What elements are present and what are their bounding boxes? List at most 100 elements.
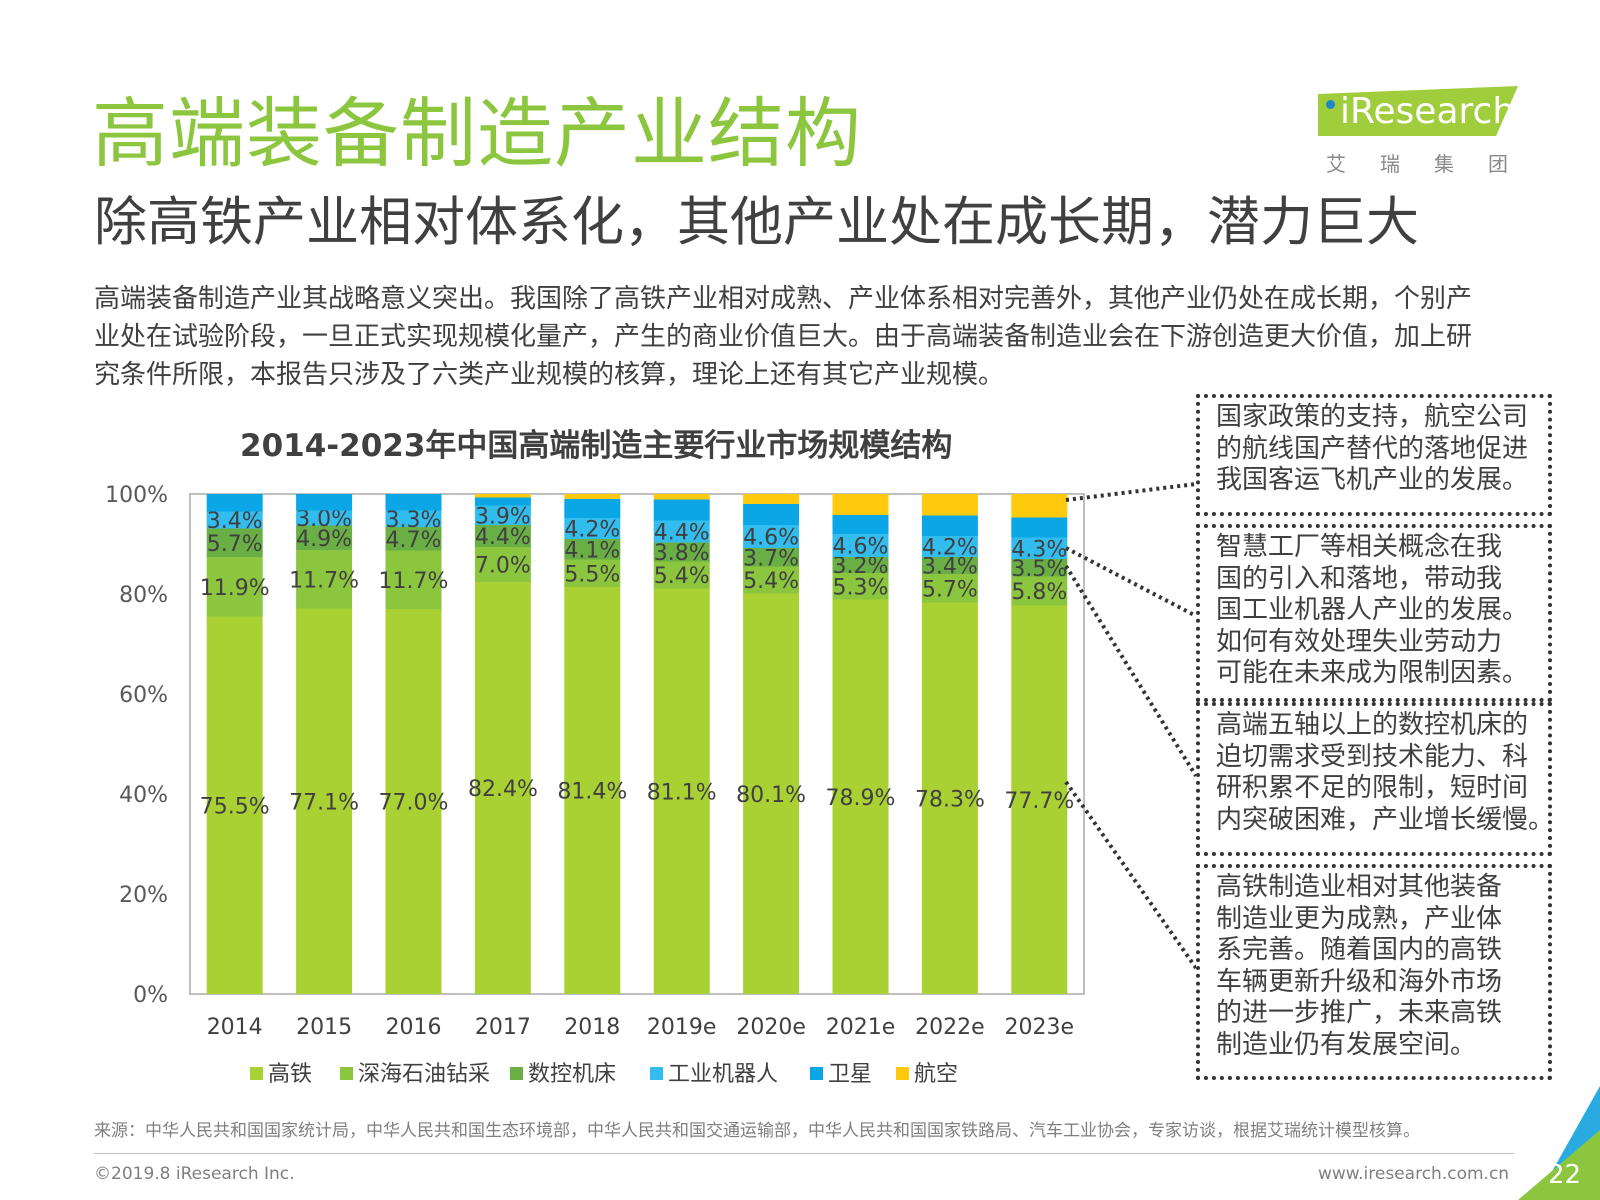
data-label: 5.4% bbox=[743, 569, 799, 594]
y-tick-label: 40% bbox=[119, 783, 168, 808]
note-line: 的进一步推广，未来高铁 bbox=[1216, 998, 1503, 1028]
bar-segment bbox=[474, 582, 531, 994]
bar-segment bbox=[1011, 576, 1068, 606]
bar-segment bbox=[206, 511, 263, 529]
x-tick-label: 2019e bbox=[647, 1015, 717, 1040]
x-tick-label: 2014 bbox=[207, 1015, 263, 1040]
bar-segment bbox=[832, 557, 889, 573]
bar-segment bbox=[832, 599, 889, 994]
data-label: 4.3% bbox=[1011, 537, 1067, 562]
bar-segment bbox=[1011, 494, 1068, 518]
y-tick-label: 0% bbox=[133, 983, 168, 1008]
bar-segment bbox=[296, 494, 353, 511]
bar-segment bbox=[296, 550, 353, 609]
data-label: 81.4% bbox=[557, 780, 627, 805]
data-label: 5.7% bbox=[207, 532, 263, 557]
bar-segment bbox=[296, 525, 353, 550]
data-label: 78.3% bbox=[915, 787, 985, 812]
y-tick-label: 80% bbox=[119, 583, 168, 608]
x-tick-label: 2015 bbox=[296, 1015, 352, 1040]
bar-segment bbox=[921, 602, 978, 994]
logo-dot-icon bbox=[1326, 100, 1335, 109]
data-label: 11.9% bbox=[200, 576, 270, 601]
note-line: 研积累不足的限制，短时间 bbox=[1216, 773, 1529, 803]
bar-segment bbox=[921, 515, 978, 536]
logo-subtext: 艾瑞集团 bbox=[1326, 152, 1542, 176]
bar-segment bbox=[474, 525, 531, 547]
note-cnc: 高端五轴以上的数控机床的 迫切需求受到技术能力、科 研积累不足的限制，短时间 内… bbox=[1196, 702, 1555, 856]
bar-segment bbox=[385, 494, 442, 511]
data-label: 3.2% bbox=[833, 554, 889, 579]
data-label: 4.2% bbox=[922, 536, 978, 561]
legend-label: 航空 bbox=[914, 1062, 958, 1087]
data-label: 4.9% bbox=[296, 527, 352, 552]
data-label: 3.4% bbox=[922, 555, 978, 580]
legend-swatch bbox=[810, 1067, 823, 1080]
data-label: 5.8% bbox=[1011, 580, 1067, 605]
data-label: 75.5% bbox=[200, 794, 270, 819]
website-link[interactable]: www.iresearch.com.cn bbox=[1318, 1164, 1510, 1184]
connector-line bbox=[1064, 564, 1198, 778]
x-tick-label: 2021e bbox=[826, 1015, 896, 1040]
legend-swatch bbox=[650, 1067, 663, 1080]
bar-segment bbox=[832, 573, 889, 600]
data-label: 81.1% bbox=[647, 780, 717, 805]
bar-segment bbox=[474, 494, 531, 498]
intro-paragraph: 高端装备制造产业其战略意义突出。我国除了高铁产业相对成熟、产业体系相对完善外，其… bbox=[94, 280, 1534, 394]
bar-segment bbox=[832, 534, 889, 557]
data-label: 4.6% bbox=[833, 535, 889, 560]
data-label: 3.3% bbox=[386, 508, 442, 533]
data-label: 77.1% bbox=[289, 790, 359, 815]
source-note: 来源：中华人民共和国国家统计局，中华人民共和国生态环境部，中华人民共和国交通运输… bbox=[94, 1121, 1420, 1141]
logo-background bbox=[1318, 86, 1518, 136]
data-label: 4.2% bbox=[564, 518, 620, 543]
bar-segment bbox=[474, 497, 531, 506]
legend-label: 数控机床 bbox=[528, 1062, 616, 1087]
bar-segment bbox=[564, 539, 621, 560]
bar-segment bbox=[474, 547, 531, 582]
legend-swatch bbox=[896, 1067, 909, 1080]
x-tick-label: 2017 bbox=[475, 1015, 531, 1040]
note-line: 车辆更新升级和海外市场 bbox=[1216, 966, 1503, 997]
note-line: 可能在未来成为限制因素。 bbox=[1216, 658, 1529, 688]
data-label: 3.5% bbox=[1011, 557, 1067, 582]
bar-segment bbox=[206, 616, 263, 994]
bar-segment bbox=[653, 542, 710, 562]
bar-segment bbox=[653, 520, 710, 543]
bar-segment bbox=[921, 494, 978, 516]
bar-segment bbox=[653, 499, 710, 521]
chart-title: 2014-2023年中国高端制造主要行业市场规模结构 bbox=[240, 428, 953, 464]
iresearch-logo: iResearch 艾瑞集团 bbox=[1318, 86, 1518, 182]
note-line: 内突破困难，产业增长缓慢。 bbox=[1216, 804, 1555, 835]
note-line: 迫切需求受到技术能力、科 bbox=[1216, 741, 1529, 772]
bar-segment bbox=[385, 510, 442, 527]
note-line: 的航线国产替代的落地促进 bbox=[1216, 433, 1529, 464]
bar-segment bbox=[1011, 605, 1068, 994]
data-label: 5.7% bbox=[922, 577, 978, 602]
page-number: 22 bbox=[1548, 1160, 1582, 1190]
x-tick-label: 2022e bbox=[915, 1015, 985, 1040]
legend-label: 工业机器人 bbox=[668, 1062, 778, 1087]
bar-segment bbox=[564, 559, 621, 587]
intro-line: 究条件所限，本报告只涉及了六类产业规模的核算，理论上还有其它产业规模。 bbox=[94, 360, 1005, 390]
bar-segment bbox=[564, 499, 621, 518]
data-label: 5.5% bbox=[564, 562, 620, 587]
bar-segment bbox=[743, 566, 800, 594]
data-label: 80.1% bbox=[736, 783, 806, 808]
data-label: 77.7% bbox=[1004, 789, 1074, 814]
bar-segment bbox=[921, 536, 978, 557]
legend-label: 高铁 bbox=[268, 1062, 312, 1087]
x-tick-label: 2023e bbox=[1005, 1015, 1075, 1040]
connector-line bbox=[1065, 482, 1197, 502]
bar-segment bbox=[1011, 517, 1068, 538]
legend-swatch bbox=[250, 1067, 263, 1080]
data-label: 11.7% bbox=[379, 569, 449, 594]
intro-line: 高端装备制造产业其战略意义突出。我国除了高铁产业相对成熟、产业体系相对完善外，其… bbox=[94, 284, 1473, 314]
data-label: 4.6% bbox=[743, 526, 799, 551]
bar-segment bbox=[743, 494, 800, 504]
bar-segment bbox=[206, 557, 263, 617]
data-label: 3.7% bbox=[743, 546, 799, 571]
bar-segment bbox=[296, 608, 353, 994]
bar-segment bbox=[921, 574, 978, 603]
bar-segment bbox=[474, 505, 531, 525]
